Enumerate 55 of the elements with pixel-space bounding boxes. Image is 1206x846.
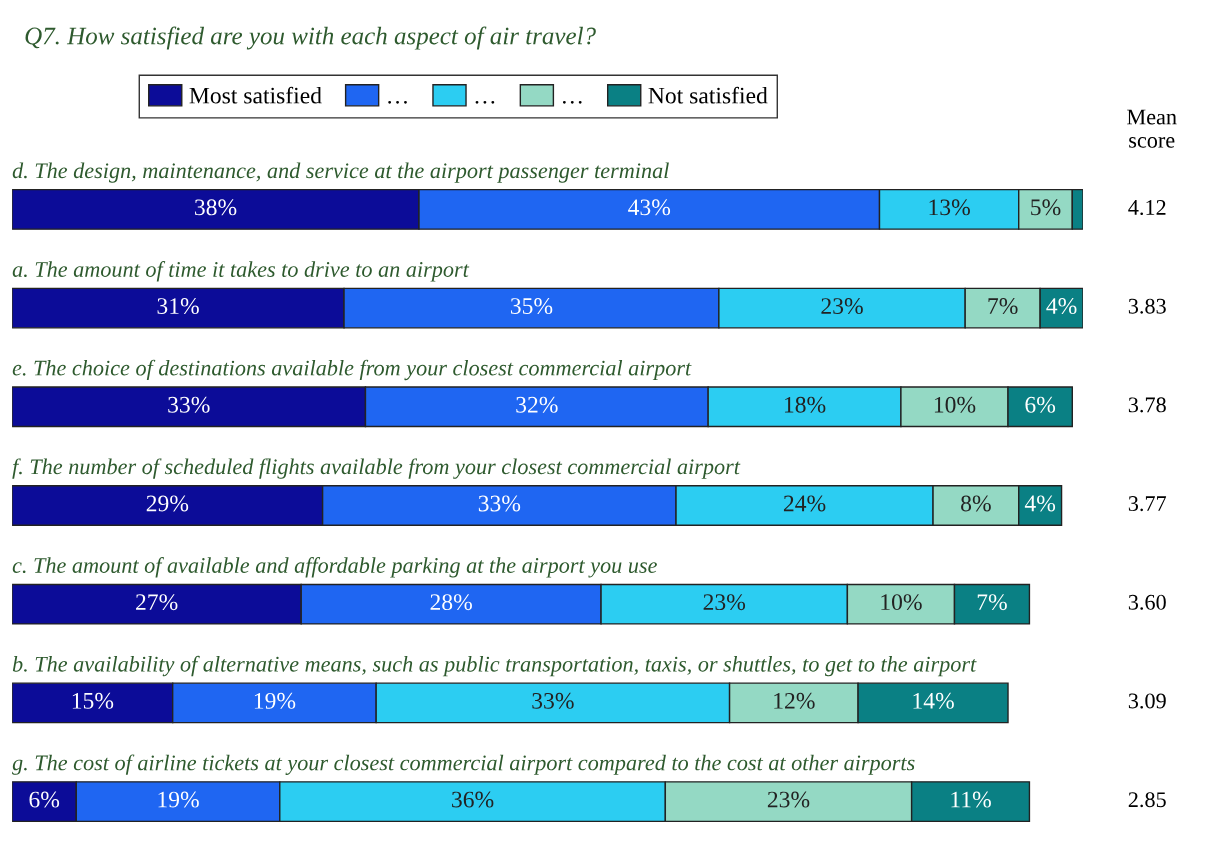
data-label: 6% [1025, 396, 1056, 413]
y-tick-label: f. The number of scheduled flights available from your closest commercial airport [12, 458, 741, 479]
y-tick-label: g. The cost of airline tickets at your closest commercial airport compared to the cost at other airports [12, 754, 915, 775]
text: 3.78 [1128, 397, 1166, 413]
data-label: 19% [254, 692, 296, 709]
data-label: 38% [195, 199, 237, 216]
data-label: 18% [784, 396, 826, 413]
data-label: 28% [430, 594, 472, 611]
data-label: 11% [951, 791, 991, 808]
y-tick-label: b. The availability of alternative means, such as public transportation, taxis, or shuttles, to get to the airport [12, 655, 977, 677]
data-label: 27% [136, 594, 178, 611]
data-label: 7% [977, 594, 1007, 611]
data-label: 23% [821, 298, 863, 315]
data-label: 10% [934, 396, 976, 413]
data-label: 36% [452, 791, 494, 808]
legend-label: Most satisfied [189, 86, 322, 104]
data-label: 33% [478, 495, 521, 512]
legend-label: … [388, 100, 407, 104]
data-label: 19% [158, 791, 199, 808]
y-tick-label: e. The choice of destinations available from your closest commercial airport [12, 359, 692, 381]
text: 4.12 [1128, 200, 1166, 216]
data-label: 43% [628, 199, 671, 216]
data-label: 14% [913, 692, 954, 709]
text: 3.60 [1128, 594, 1166, 610]
chart-title: Q7. How satisfied are you with each aspect of air travel? [25, 26, 596, 50]
data-label: 12% [774, 692, 815, 709]
text: 3.83 [1128, 298, 1166, 314]
data-label: 7% [988, 298, 1018, 315]
data-label: 10% [881, 594, 922, 611]
data-label: 8% [961, 495, 991, 512]
data-label: 33% [532, 692, 574, 709]
y-tick-label: d. The design, maintenance, and service at the airport passenger terminal [12, 162, 669, 183]
legend-label: … [562, 100, 582, 104]
text: 2.85 [1128, 792, 1166, 808]
data-label: 23% [767, 791, 810, 808]
data-label: 13% [929, 199, 970, 216]
data-label: 32% [516, 396, 558, 413]
data-label: 29% [146, 495, 189, 512]
legend-label: … [475, 100, 495, 104]
y-tick-label: a. The amount of time it takes to drive to an airport [12, 261, 470, 282]
text: 3.09 [1128, 693, 1166, 709]
legend-label: Not satisfied [648, 86, 768, 104]
data-label: 15% [72, 692, 114, 709]
data-label: 23% [703, 594, 746, 611]
data-label: 4% [1024, 495, 1056, 512]
text: Mean score [1127, 109, 1177, 148]
data-label: 31% [157, 298, 199, 315]
data-label: 4% [1046, 298, 1077, 315]
text: 3.77 [1128, 496, 1167, 512]
data-label: 24% [783, 495, 826, 512]
data-label: 35% [510, 298, 553, 315]
y-tick-label: c. The amount of available and affordable parking at the airport you use [12, 557, 657, 578]
data-label: 6% [29, 791, 60, 808]
data-label: 5% [1031, 199, 1061, 216]
data-label: 33% [168, 396, 210, 413]
